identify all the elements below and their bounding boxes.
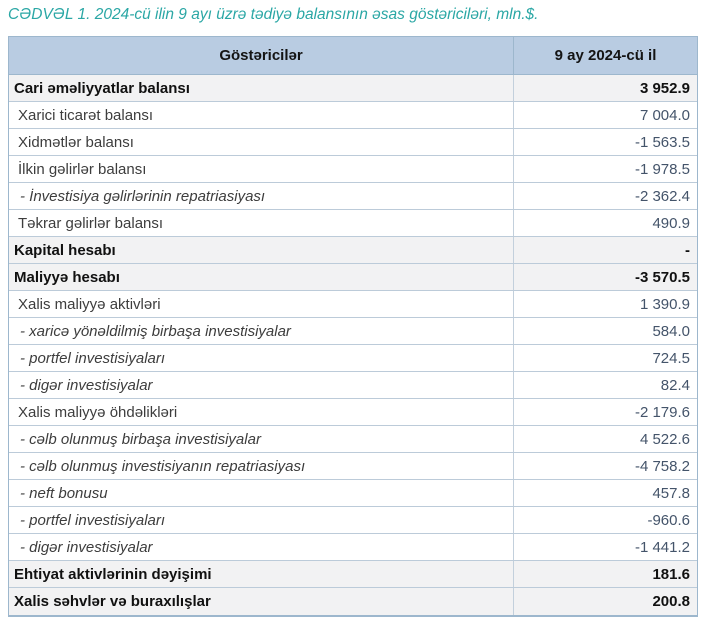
row-value: -4 758.2	[634, 457, 690, 475]
row-label: Xidmətlər balansı	[9, 129, 514, 155]
table-row: Ehtiyat aktivlərinin dəyişimi 181.6	[9, 561, 697, 588]
table-header-row: Göstəricilər 9 ay 2024-cü il	[9, 37, 697, 75]
table-row: Xarici ticarət balansı 7 004.0	[9, 102, 697, 129]
row-value: 457.8	[652, 484, 690, 502]
table-row: Xidmətlər balansı -1 563.5	[9, 129, 697, 156]
row-label: İlkin gəlirlər balansı	[9, 156, 514, 182]
table-row: Xalis maliyyə öhdəlikləri -2 179.6	[9, 399, 697, 426]
row-label: Xalis maliyyə öhdəlikləri	[9, 399, 514, 425]
table-row: - neft bonusu 457.8	[9, 480, 697, 507]
row-label: - portfel investisiyaları	[9, 345, 514, 371]
table-title: CƏDVƏL 1. 2024-cü ilin 9 ayı üzrə tədiyə…	[8, 6, 539, 23]
table-row: - digər investisiyalar -1 441.2	[9, 534, 697, 561]
row-value: 7 004.0	[639, 106, 690, 124]
row-label: - cəlb olunmuş birbaşa investisiyalar	[9, 426, 514, 452]
row-label: Xarici ticarət balansı	[9, 102, 514, 128]
row-label: - digər investisiyalar	[9, 372, 514, 398]
row-value: 490.9	[652, 214, 690, 232]
row-value: -2 362.4	[634, 187, 690, 205]
row-value: -960.6	[647, 511, 690, 529]
row-label: Xalis maliyyə aktivləri	[9, 291, 514, 317]
row-value: 181.6	[652, 565, 690, 583]
row-value: -1 978.5	[634, 160, 690, 178]
row-label: - neft bonusu	[9, 480, 514, 506]
row-value: -2 179.6	[634, 403, 690, 421]
table-row: - İnvestisiya gəlirlərinin repatriasiyas…	[9, 183, 697, 210]
table-row: Cari əməliyyatlar balansı 3 952.9	[9, 75, 697, 102]
table-row: Təkrar gəlirlər balansı 490.9	[9, 210, 697, 237]
row-label: Təkrar gəlirlər balansı	[9, 210, 514, 236]
header-indicator: Göstəricilər	[9, 37, 514, 74]
row-value: 3 952.9	[639, 79, 690, 97]
row-value: -1 563.5	[634, 133, 690, 151]
row-label: - cəlb olunmuş investisiyanın repatriasi…	[9, 453, 514, 479]
table-row: İlkin gəlirlər balansı -1 978.5	[9, 156, 697, 183]
row-value: -1 441.2	[634, 538, 690, 556]
row-label: Kapital hesabı	[9, 237, 514, 263]
row-value: -3 570.5	[634, 268, 690, 286]
table-row: - cəlb olunmuş birbaşa investisiyalar 4 5…	[9, 426, 697, 453]
table-row: Kapital hesabı -	[9, 237, 697, 264]
row-label: - xaricə yönəldilmiş birbaşa investisiya…	[9, 318, 514, 344]
balance-of-payments-table: Göstəricilər 9 ay 2024-cü il Cari əməliy…	[8, 36, 698, 617]
table-row: Maliyyə hesabı -3 570.5	[9, 264, 697, 291]
row-value: -	[685, 241, 690, 259]
row-label: - İnvestisiya gəlirlərinin repatriasiyas…	[9, 183, 514, 209]
table-row: - digər investisiyalar 82.4	[9, 372, 697, 399]
table-row: Xalis səhvlər və buraxılışlar 200.8	[9, 588, 697, 615]
header-period: 9 ay 2024-cü il	[554, 47, 657, 64]
row-value: 200.8	[652, 593, 690, 610]
row-value: 82.4	[660, 376, 690, 394]
row-label: Xalis səhvlər və buraxılışlar	[9, 588, 514, 615]
row-label: Ehtiyat aktivlərinin dəyişimi	[9, 561, 514, 587]
row-label: - digər investisiyalar	[9, 534, 514, 560]
table-body: Cari əməliyyatlar balansı 3 952.9 Xarici t…	[9, 75, 697, 615]
row-label: Maliyyə hesabı	[9, 264, 514, 290]
table-row: Xalis maliyyə aktivləri 1 390.9	[9, 291, 697, 318]
row-label: Cari əməliyyatlar balansı	[9, 75, 514, 101]
table-row: - cəlb olunmuş investisiyanın repatriasi…	[9, 453, 697, 480]
table-row: - xaricə yönəldilmiş birbaşa investisiya…	[9, 318, 697, 345]
row-value: 4 522.6	[639, 430, 690, 448]
table-row: - portfel investisiyaları 724.5	[9, 345, 697, 372]
row-value: 724.5	[652, 349, 690, 367]
table-row: - portfel investisiyaları -960.6	[9, 507, 697, 534]
row-label: - portfel investisiyaları	[9, 507, 514, 533]
row-value: 1 390.9	[639, 295, 690, 313]
row-value: 584.0	[652, 322, 690, 340]
